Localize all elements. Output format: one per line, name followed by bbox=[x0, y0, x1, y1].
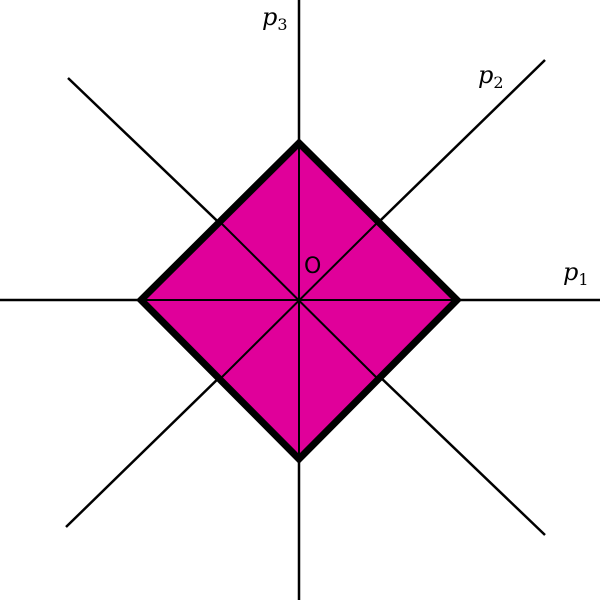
axis-label-p3: p3 bbox=[262, 3, 288, 34]
inner-diagonal-falling bbox=[219, 221, 379, 380]
diamond-border bbox=[136, 138, 462, 464]
axis-label-p1: p1 bbox=[563, 258, 589, 289]
axis-label-p2: p2 bbox=[478, 61, 504, 92]
origin-label: O bbox=[304, 254, 321, 279]
